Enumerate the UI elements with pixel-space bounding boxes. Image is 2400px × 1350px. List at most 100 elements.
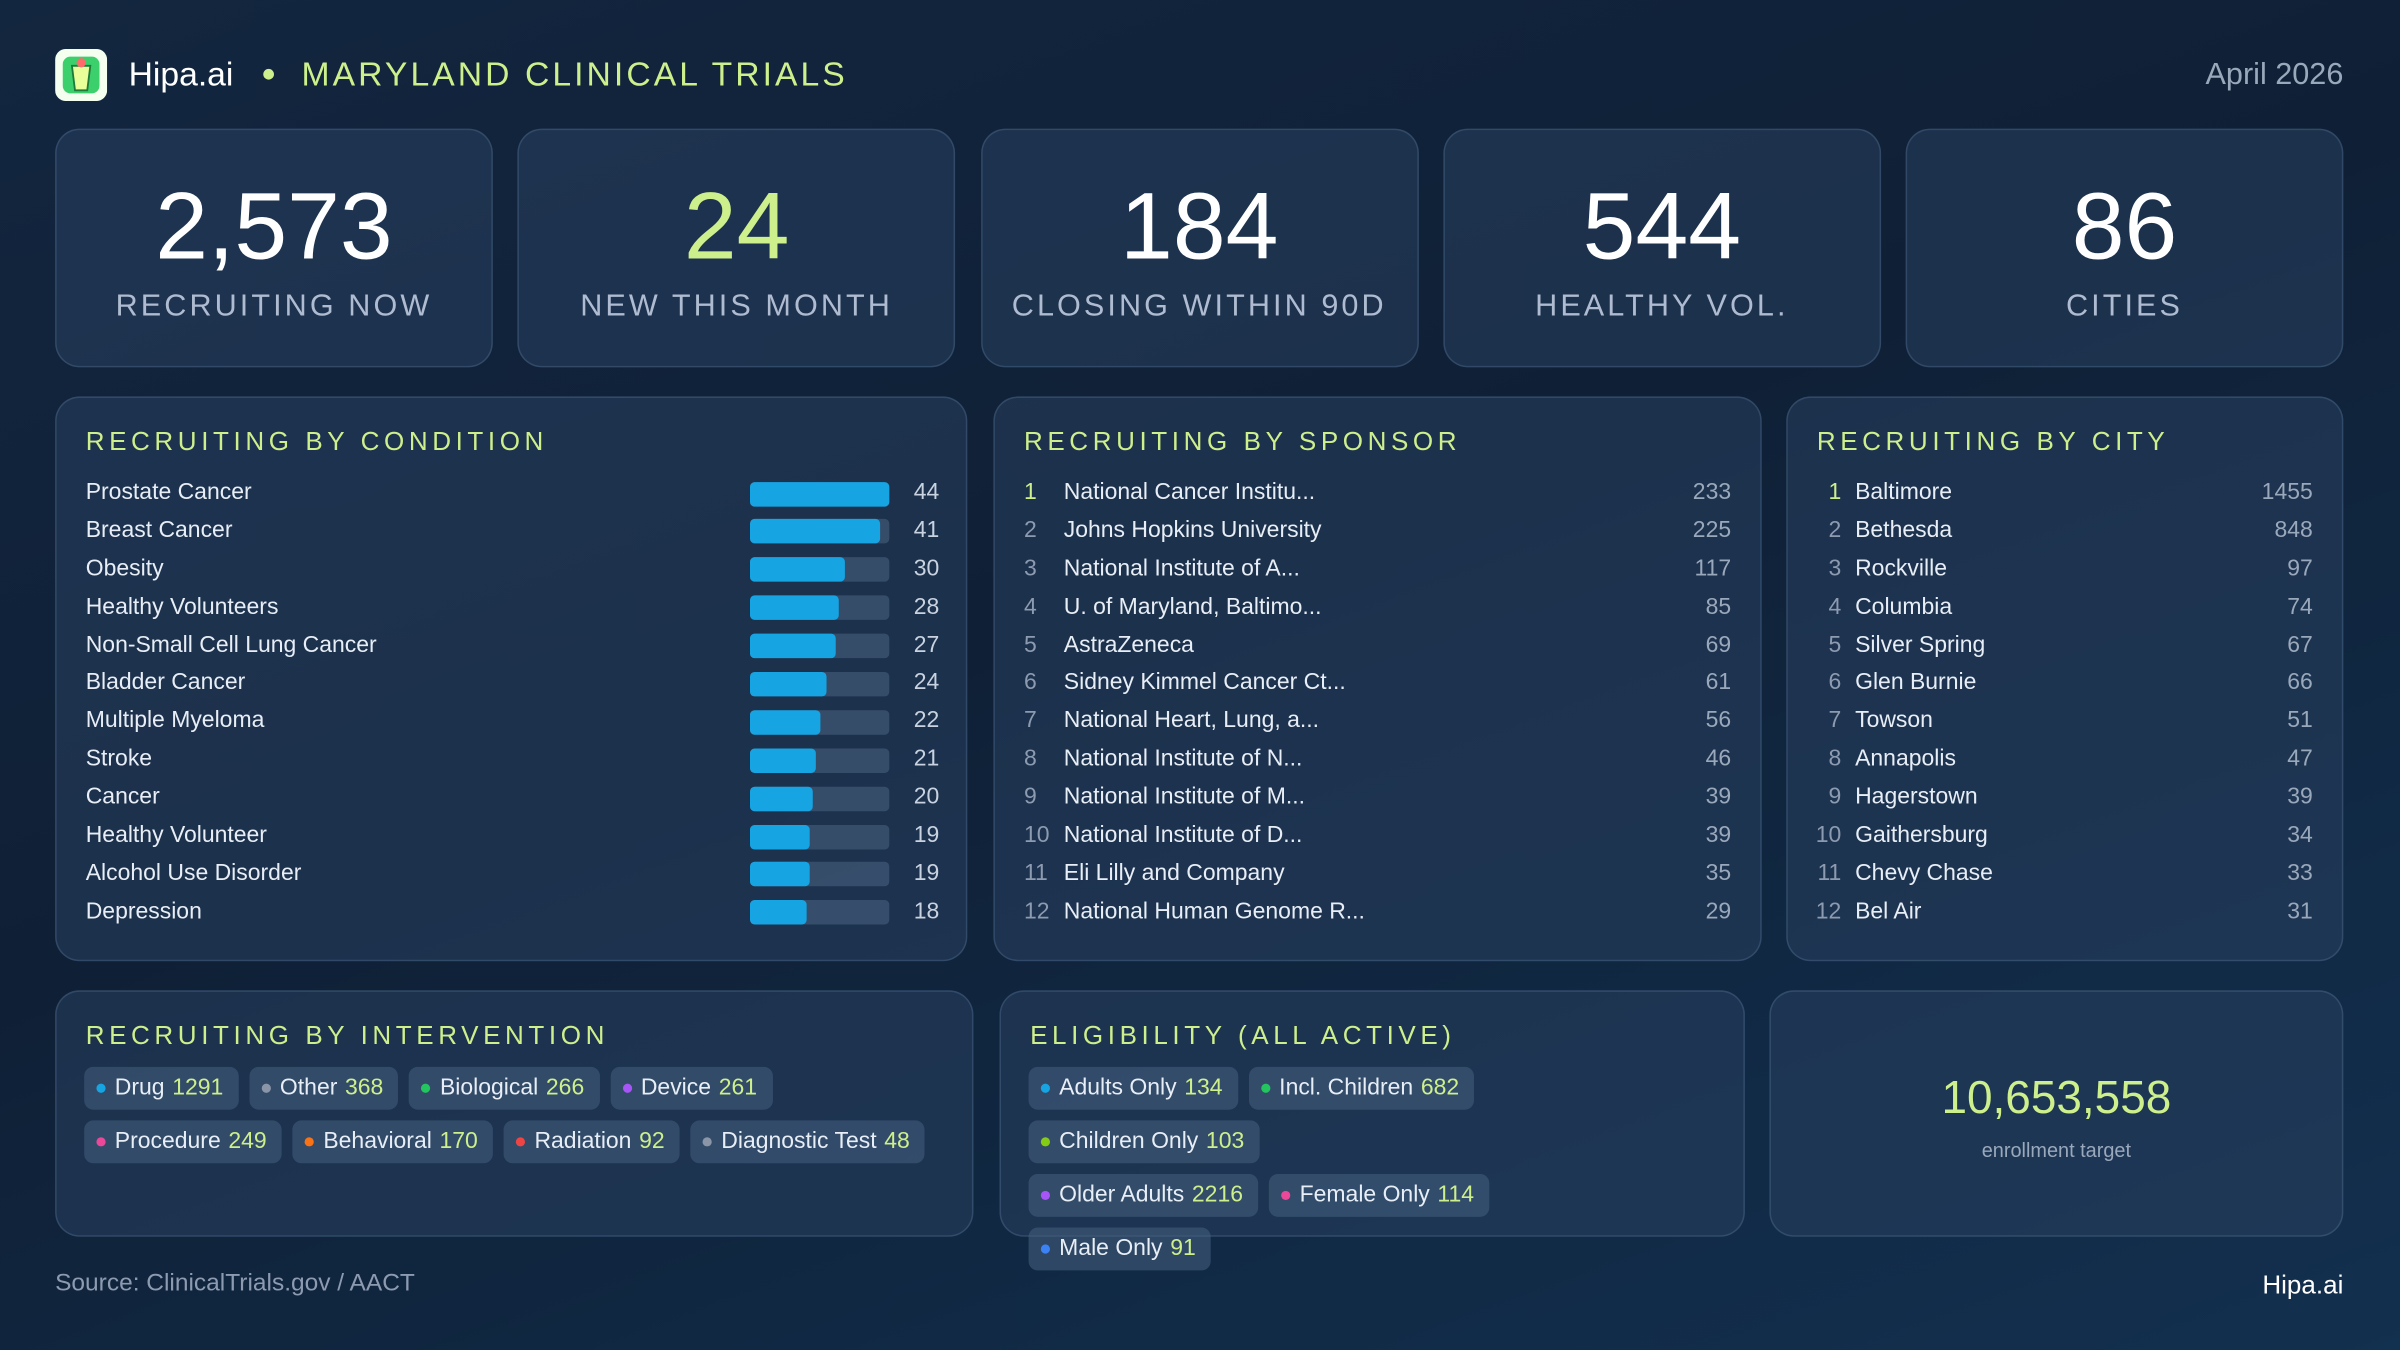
cities-row: 3 Rockville 97	[1788, 551, 2342, 589]
rank: 7	[1023, 707, 1037, 734]
rank: 8	[1023, 745, 1037, 772]
chip: Adults Only 134	[1028, 1066, 1238, 1110]
chip-label: Procedure	[114, 1128, 221, 1155]
sponsors-count: 69	[1705, 631, 1732, 658]
sponsors-name: Johns Hopkins University	[1063, 517, 1322, 544]
rank: 8	[1828, 745, 1842, 772]
chip-dot	[1040, 1190, 1050, 1200]
rank: 9	[1828, 783, 1842, 810]
condition-row: Obesity 30	[57, 551, 966, 589]
chip-count: 91	[1170, 1235, 1196, 1262]
rank: 9	[1023, 783, 1037, 810]
sponsors-count: 233	[1692, 479, 1732, 506]
sponsor-list: 1 National Cancer Institu... 233 2 Johns Hop…	[995, 474, 1760, 931]
chip: Diagnostic Test 48	[690, 1120, 926, 1164]
cities-count: 34	[2287, 821, 2313, 848]
sponsors-row: 10 National Institute of D... 39	[995, 817, 1760, 855]
rank: 3	[1023, 555, 1037, 582]
kpi-value: 24	[683, 174, 790, 281]
enrollment-label: enrollment target	[1981, 1138, 2132, 1162]
condition-name: Alcohol Use Disorder	[85, 860, 302, 887]
sponsors-count: 117	[1694, 555, 1732, 582]
condition-row: Prostate Cancer 44	[57, 474, 966, 512]
chip-label: Adults Only	[1059, 1074, 1177, 1101]
panel-title: RECRUITING BY SPONSOR	[1023, 427, 1462, 457]
chip-count: 2216	[1191, 1181, 1244, 1208]
rank: 11	[1023, 860, 1048, 887]
kpi-card: 184 CLOSING WITHIN 90D	[980, 128, 1419, 368]
intervention-chips: Drug 1291 Other 368 Biological 266 Device 261 Pr…	[84, 1066, 950, 1164]
condition-count: 18	[913, 898, 940, 925]
sponsors-row: 3 National Institute of A... 117	[995, 551, 1760, 589]
cities-name: Towson	[1855, 707, 1933, 734]
panel-title: RECRUITING BY CONDITION	[85, 427, 548, 457]
condition-count: 41	[913, 517, 940, 544]
sponsors-count: 85	[1705, 593, 1732, 620]
chip-dot	[622, 1083, 632, 1093]
bar	[749, 862, 811, 887]
chip: Older Adults 2216	[1028, 1173, 1259, 1217]
chip: Incl. Children 682	[1248, 1066, 1475, 1110]
condition-count: 19	[913, 860, 940, 887]
chip: Radiation 92	[503, 1120, 680, 1164]
kpi-card: 544 HEALTHY VOL.	[1442, 128, 1881, 368]
chip-dot	[421, 1083, 431, 1093]
sponsors-row: 7 National Heart, Lung, a... 56	[995, 703, 1760, 741]
condition-list: Prostate Cancer 44 Breast Cancer 41 Obesity 3…	[57, 474, 966, 931]
chip: Male Only 91	[1028, 1227, 1212, 1271]
sponsors-row: 9 National Institute of M... 39	[995, 779, 1760, 817]
cities-name: Columbia	[1855, 593, 1953, 620]
chip-label: Incl. Children	[1279, 1074, 1414, 1101]
intervention-panel: RECRUITING BY INTERVENTION Drug 1291 Other…	[55, 990, 974, 1237]
condition-row: Healthy Volunteer 19	[57, 817, 966, 855]
enrollment-panel: 10,653,558 enrollment target	[1769, 990, 2344, 1237]
rank: 10	[1023, 821, 1050, 848]
chip-dot	[1281, 1190, 1291, 1200]
condition-count: 20	[913, 783, 940, 810]
bar	[749, 519, 880, 544]
condition-count: 24	[913, 669, 940, 696]
rank: 2	[1023, 517, 1037, 544]
rank: 1	[1828, 479, 1842, 506]
condition-count: 21	[913, 745, 940, 772]
cities-row: 9 Hagerstown 39	[1788, 779, 2342, 817]
rank: 1	[1023, 479, 1037, 506]
cities-count: 33	[2287, 860, 2313, 887]
cities-count: 67	[2287, 631, 2313, 658]
condition-row: Alcohol Use Disorder 19	[57, 855, 966, 893]
sponsors-name: Eli Lilly and Company	[1063, 860, 1285, 887]
chip: Procedure 249	[84, 1120, 283, 1164]
chip-count: 134	[1184, 1074, 1223, 1101]
kpi-value: 184	[1120, 174, 1279, 281]
chip-label: Children Only	[1059, 1128, 1199, 1155]
chip-dot	[304, 1137, 315, 1147]
sponsors-row: 4 U. of Maryland, Baltimo... 85	[995, 589, 1760, 627]
cities-name: Hagerstown	[1855, 783, 1978, 810]
sponsors-name: National Institute of N...	[1063, 745, 1303, 772]
chip: Children Only 103	[1028, 1120, 1260, 1164]
condition-count: 30	[913, 555, 940, 582]
condition-row: Bladder Cancer 24	[57, 665, 966, 703]
sponsors-count: 29	[1705, 898, 1732, 925]
cities-row: 1 Baltimore 1455	[1788, 474, 2342, 512]
sponsor-panel: RECRUITING BY SPONSOR 1 National Cancer I…	[993, 396, 1762, 962]
chip-label: Radiation	[534, 1128, 632, 1155]
rank: 6	[1023, 669, 1037, 696]
panel-title: RECRUITING BY INTERVENTION	[85, 1020, 609, 1050]
cities-count: 39	[2287, 783, 2313, 810]
sponsors-name: National Institute of A...	[1063, 555, 1300, 582]
panel-title: ELIGIBILITY (ALL ACTIVE)	[1030, 1020, 1456, 1050]
condition-name: Depression	[85, 898, 202, 925]
chip-label: Male Only	[1059, 1235, 1163, 1262]
kpi-card: 86 CITIES	[1905, 128, 2344, 368]
chip-count: 682	[1420, 1074, 1460, 1101]
cities-row: 10 Gaithersburg 34	[1788, 817, 2342, 855]
chip-count: 368	[345, 1074, 384, 1101]
condition-name: Stroke	[85, 745, 153, 772]
kpi-card: 24 NEW THIS MONTH	[517, 128, 956, 368]
sponsors-name: National Institute of M...	[1063, 783, 1305, 810]
sponsors-count: 46	[1705, 745, 1732, 772]
cities-count: 31	[2287, 898, 2313, 925]
cities-name: Glen Burnie	[1855, 669, 1977, 696]
